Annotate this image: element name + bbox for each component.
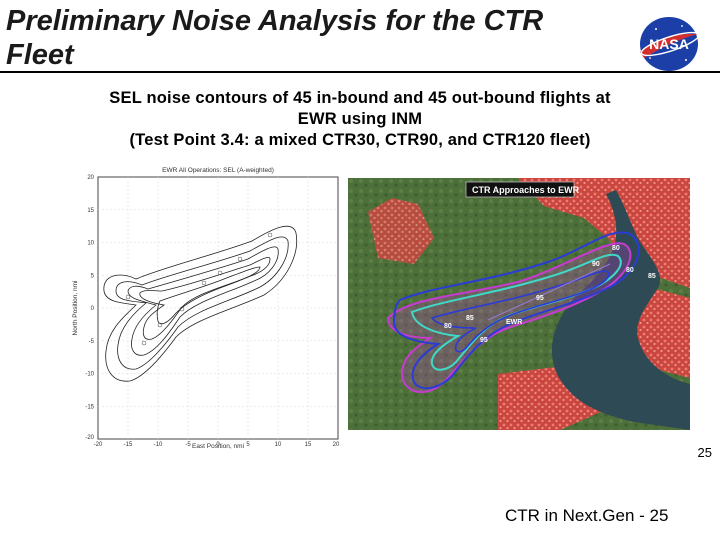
nasa-logo: NASA [640,17,700,71]
x-tick: 10 [275,442,282,448]
contour-outer [103,225,298,382]
y-tick: -5 [89,339,95,345]
title-divider [0,71,720,73]
sel-contour-plot: EWR All Operations: SEL (A-weighted) Nor… [64,163,346,450]
y-tick: -10 [85,372,94,378]
subtitle-line-2: EWR using INM [297,110,423,128]
y-tick: 15 [87,208,94,214]
contour-3 [127,246,279,356]
contour-5 [156,266,261,325]
map-label: 85 [648,273,656,280]
x-tick: -5 [185,442,191,448]
contour-magenta [386,242,632,394]
contour-inner-blue [430,270,610,353]
logo-vector-swoosh [640,33,698,58]
footer-text: CTR in Next.Gen - 25 [505,506,669,525]
y-tick: 5 [91,273,95,279]
y-tick: -20 [85,435,94,441]
subtitle-line-1: SEL noise contours of 45 in-bound and 45… [109,89,611,107]
logo-text: NASA [649,36,689,52]
contour-4 [139,257,271,340]
x-tick: -20 [94,442,103,448]
ctr-approach-map: CTR Approaches to EWR 80 90 80 85 95 85 … [348,178,690,430]
y-tick: 10 [87,241,94,247]
x-tick: -15 [124,442,133,448]
plot-xlabel: East Position, nmi [192,443,244,450]
y-tick: -15 [85,404,94,410]
contour-blue [392,231,640,390]
slide-subtitle: SEL noise contours of 45 in-bound and 45… [0,88,720,151]
map-label: 85 [466,315,474,322]
map-label: 80 [444,323,452,330]
runway-track [487,263,611,321]
map-label: 90 [592,261,600,268]
sel-contours [103,225,298,382]
map-label: 80 [626,267,634,274]
subtitle-line-3: (Test Point 3.4: a mixed CTR30, CTR90, a… [129,131,591,149]
x-tick: 20 [333,442,340,448]
x-tick: 5 [246,442,250,448]
map-label: EWR [506,319,522,326]
map-legend-title: CTR Approaches to EWR [472,185,580,195]
map-urban-west [368,198,434,264]
contour-2 [115,236,289,370]
x-tick-labels: -20 -15 -10 -5 0 5 10 15 20 [94,442,340,448]
x-tick: 15 [305,442,312,448]
x-tick: -10 [154,442,163,448]
map-water [551,190,690,430]
x-tick: 0 [216,442,220,448]
slide-number: 25 [697,445,712,460]
map-legend-box [465,181,575,198]
plot-title: EWR All Operations: SEL (A-weighted) [162,167,274,174]
map-label: 95 [480,337,488,344]
plot-ylabel: North Position, nmi [72,281,79,336]
contour-value-markers [125,232,273,346]
map-contour-labels: 80 90 80 85 95 85 EWR 80 95 [444,245,656,344]
map-label: 80 [612,245,620,252]
y-tick-labels: 20 15 10 5 0 -5 -10 -15 -20 [85,175,94,441]
y-tick: 0 [91,306,95,312]
slide-title: Preliminary Noise Analysis for the CTR F… [6,5,544,71]
y-tick: 20 [87,175,94,181]
map-label: 95 [536,295,544,302]
